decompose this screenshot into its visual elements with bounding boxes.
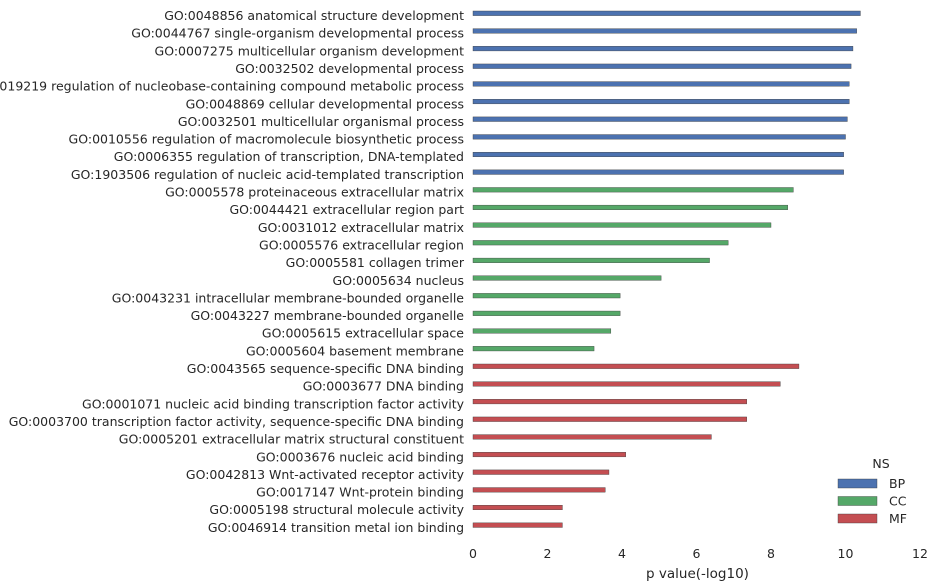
bar-mf [472,487,606,493]
bar-cc [472,275,662,281]
category-label: GO:0043565 sequence-specific DNA binding [187,361,464,376]
category-label: GO:0005201 extracellular matrix structur… [119,432,464,447]
bar-bp [472,99,850,105]
x-tick-label: 0 [469,546,477,561]
category-label: GO:0043231 intracellular membrane-bounde… [112,290,465,305]
category-label: GO:0048856 anatomical structure developm… [164,8,464,23]
bar-mf [472,434,712,440]
bar-mf [472,381,781,387]
bar-mf [472,399,747,405]
category-label: GO:0005634 nucleus [333,273,464,288]
category-label: GO:0044767 single-organism developmental… [131,26,464,41]
legend-swatch-mf [837,513,878,524]
category-label: GO:0003677 DNA binding [303,379,464,394]
category-label: GO:0031012 extracellular matrix [258,220,464,235]
x-tick-label: 10 [838,546,854,561]
category-label: GO:0003676 nucleic acid binding [256,449,464,464]
bar-mf [472,416,747,422]
category-label: GO:0010556 regulation of macromolecule b… [69,132,464,147]
x-tick-label: 12 [912,546,928,561]
bar-cc [472,240,729,246]
bar-cc [472,257,710,263]
bar-mf [472,469,610,475]
category-label: GO:0005578 proteinaceous extracellular m… [165,185,464,200]
bar-mf [472,505,563,511]
bar-cc [472,187,794,193]
bar-cc [472,346,595,352]
x-tick-label: 8 [767,546,775,561]
legend-swatch-cc [837,496,878,506]
bar-cc [472,310,621,316]
bar-cc [472,293,621,299]
category-label: GO:0032501 multicellular organismal proc… [178,114,464,129]
bars-layer [472,10,861,528]
category-label: GO:0042813 Wnt-activated receptor activi… [186,467,465,482]
bar-bp [472,46,854,52]
legend-label-bp: BP [889,476,906,491]
category-label: GO:0044421 extracellular region part [229,202,464,217]
category-label: GO:0046914 transition metal ion binding [208,520,464,535]
category-label: GO:0032502 developmental process [235,61,464,76]
legend-label-mf: MF [889,511,907,526]
bar-mf [472,452,626,458]
x-tick-label: 4 [618,546,626,561]
x-tick-label: 2 [544,546,552,561]
bar-bp [472,116,848,122]
category-label: GO:0043227 membrane-bounded organelle [191,308,465,323]
category-label: GO:0007275 multicellular organism develo… [155,43,465,58]
bar-mf [472,522,563,528]
category-label: GO:0005581 collagen trimer [286,255,465,270]
bar-mf [472,363,800,369]
category-label: GO:0005604 basement membrane [246,343,464,358]
category-label: GO:0005576 extracellular region [259,237,464,252]
bar-cc [472,222,772,228]
bar-bp [472,134,846,140]
bar-bp [472,169,844,175]
category-label: GO:1903506 regulation of nucleic acid-te… [71,167,464,182]
category-label: GO:0006355 regulation of transcription, … [114,149,464,164]
x-tick-label: 6 [693,546,701,561]
category-labels: GO:0048856 anatomical structure developm… [0,8,465,535]
x-axis: p value(-log10) 0 2 4 6 8 10 12 [469,546,928,582]
category-label: GO:0003700 transcription factor activity… [9,414,464,429]
bar-bp [472,63,852,69]
x-axis-title: p value(-log10) [646,566,749,582]
category-label: GO:0048869 cellular developmental proces… [186,96,464,111]
bar-cc [472,204,788,210]
bar-bp [472,28,857,34]
category-label: GO:0005198 structural molecule activity [209,502,464,517]
bar-cc [472,328,612,334]
legend-swatch-bp [837,478,878,489]
legend-title: NS [872,456,889,471]
category-label: GO:0001071 nucleic acid binding transcri… [82,396,465,411]
category-label: GO:0005615 extracellular space [262,326,464,341]
legend: NS BP CC MF [837,456,907,526]
bar-bp [472,10,861,16]
category-label: GO:0019219 regulation of nucleobase-cont… [0,79,464,94]
category-label: GO:0017147 Wnt-protein binding [256,485,464,500]
bar-bp [472,81,850,87]
bar-bp [472,151,844,157]
legend-label-cc: CC [889,494,907,509]
